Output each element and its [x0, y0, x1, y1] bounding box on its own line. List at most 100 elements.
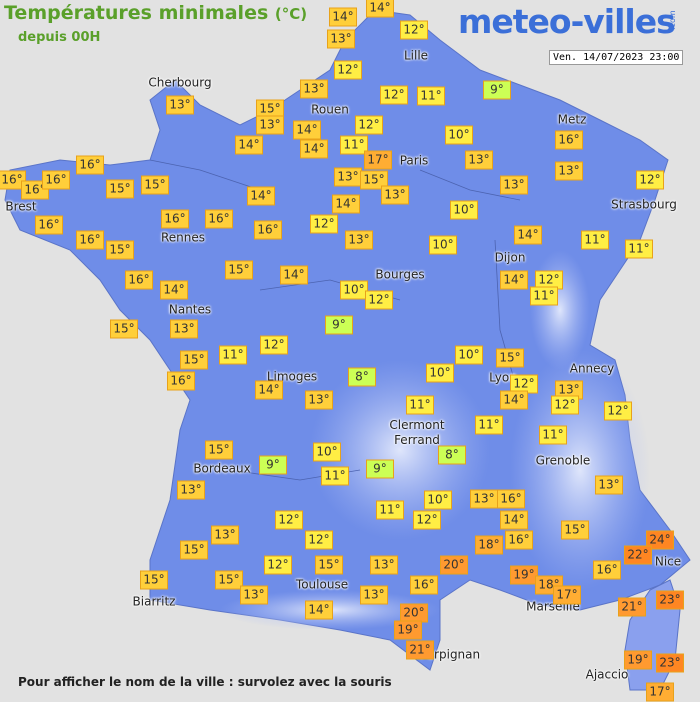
city-name[interactable]: Lyon [489, 370, 517, 385]
temperature[interactable]: 24° [646, 530, 674, 550]
city-name[interactable]: Bordeaux [193, 461, 251, 476]
temperature[interactable]: 11° [475, 415, 503, 435]
temperature[interactable]: 17° [646, 682, 674, 702]
temperature[interactable]: 12° [636, 170, 664, 190]
temperature[interactable]: 16° [42, 170, 70, 190]
temperature[interactable]: 13° [500, 175, 528, 195]
temperature[interactable]: 16° [76, 155, 104, 175]
temperature[interactable]: 14° [247, 186, 275, 206]
temperature[interactable]: 11° [340, 135, 368, 155]
temperature[interactable]: 23° [656, 590, 684, 610]
temperature[interactable]: 16° [167, 371, 195, 391]
temperature[interactable]: 12° [305, 530, 333, 550]
temperature[interactable]: 15° [360, 170, 388, 190]
temperature[interactable]: 11° [625, 239, 653, 259]
temperature[interactable]: 15° [180, 350, 208, 370]
temperature[interactable]: 16° [0, 170, 26, 190]
temperature[interactable]: 13° [370, 555, 398, 575]
temperature[interactable]: 16° [35, 215, 63, 235]
temperature[interactable]: 14° [366, 0, 394, 18]
temperature[interactable]: 11° [539, 425, 567, 445]
city-name[interactable]: Strasbourg [611, 197, 677, 212]
temperature[interactable]: 16° [505, 530, 533, 550]
city-name[interactable]: Grenoble [535, 453, 591, 468]
temperature[interactable]: 15° [215, 570, 243, 590]
temperature[interactable]: 12° [310, 214, 338, 234]
city-name[interactable]: Clermont Ferrand [389, 418, 445, 447]
city-name[interactable]: Rouen [311, 102, 349, 117]
temperature[interactable]: 17° [364, 150, 392, 170]
temperature[interactable]: 10° [455, 345, 483, 365]
temperature[interactable]: 14° [500, 270, 528, 290]
temperature[interactable]: 15° [140, 570, 168, 590]
temperature[interactable]: 12° [400, 20, 428, 40]
temperature[interactable]: 9° [325, 315, 353, 335]
logo[interactable]: meteo-villes [458, 2, 676, 41]
temperature[interactable]: 12° [413, 510, 441, 530]
temperature[interactable]: 17° [553, 585, 581, 605]
temperature[interactable]: 12° [365, 290, 393, 310]
city-name[interactable]: Lille [403, 48, 429, 63]
temperature[interactable]: 11° [417, 86, 445, 106]
temperature[interactable]: 16° [161, 209, 189, 229]
temperature[interactable]: 13° [177, 480, 205, 500]
temperature[interactable]: 13° [240, 585, 268, 605]
temperature[interactable]: 13° [170, 319, 198, 339]
temperature[interactable]: 11° [530, 286, 558, 306]
temperature[interactable]: 14° [255, 380, 283, 400]
city-name[interactable]: Rennes [160, 230, 206, 245]
temperature[interactable]: 13° [381, 185, 409, 205]
temperature[interactable]: 10° [340, 280, 368, 300]
city-name[interactable]: Dijon [494, 250, 526, 265]
temperature[interactable]: 16° [254, 220, 282, 240]
temperature[interactable]: 18° [475, 535, 503, 555]
temperature[interactable]: 16° [76, 230, 104, 250]
temperature[interactable]: 19° [510, 565, 538, 585]
temperature[interactable]: 12° [604, 401, 632, 421]
temperature[interactable]: 15° [180, 540, 208, 560]
temperature[interactable]: 16° [205, 209, 233, 229]
city-name[interactable]: Limoges [266, 369, 318, 384]
temperature[interactable]: 14° [305, 600, 333, 620]
city-name[interactable]: Annecy [569, 361, 615, 376]
temperature[interactable]: 12° [275, 510, 303, 530]
temperature[interactable]: 15° [256, 99, 284, 119]
temperature[interactable]: 19° [394, 620, 422, 640]
temperature[interactable]: 13° [211, 525, 239, 545]
temperature[interactable]: 14° [280, 265, 308, 285]
temperature[interactable]: 13° [256, 115, 284, 135]
temperature[interactable]: 21° [406, 640, 434, 660]
temperature[interactable]: 10° [426, 363, 454, 383]
temperature[interactable]: 12° [551, 395, 579, 415]
temperature[interactable]: 15° [141, 175, 169, 195]
city-name[interactable]: Cherbourg [148, 75, 212, 90]
temperature[interactable]: 14° [329, 7, 357, 27]
temperature[interactable]: 12° [380, 85, 408, 105]
temperature[interactable]: 22° [624, 545, 652, 565]
city-name[interactable]: Toulouse [295, 577, 349, 592]
temperature[interactable]: 12° [334, 60, 362, 80]
temperature[interactable]: 9° [259, 455, 287, 475]
temperature[interactable]: 13° [595, 475, 623, 495]
temperature[interactable]: 14° [500, 510, 528, 530]
temperature[interactable]: 14° [300, 139, 328, 159]
temperature[interactable]: 16° [21, 180, 49, 200]
temperature[interactable]: 15° [561, 520, 589, 540]
city-name[interactable]: Ajaccio [585, 667, 629, 682]
city-name[interactable]: Perpignan [419, 647, 481, 662]
temperature[interactable]: 12° [264, 555, 292, 575]
temperature[interactable]: 12° [260, 335, 288, 355]
temperature[interactable]: 16° [555, 130, 583, 150]
temperature[interactable]: 13° [327, 29, 355, 49]
temperature[interactable]: 20° [440, 555, 468, 575]
temperature[interactable]: 13° [555, 161, 583, 181]
temperature[interactable]: 9° [483, 80, 511, 100]
temperature[interactable]: 13° [465, 150, 493, 170]
city-name[interactable]: Brest [5, 199, 37, 214]
temperature[interactable]: 14° [332, 194, 360, 214]
temperature[interactable]: 19° [624, 650, 652, 670]
temperature[interactable]: 15° [110, 319, 138, 339]
temperature[interactable]: 13° [470, 489, 498, 509]
temperature[interactable]: 13° [334, 167, 362, 187]
temperature[interactable]: 15° [315, 555, 343, 575]
